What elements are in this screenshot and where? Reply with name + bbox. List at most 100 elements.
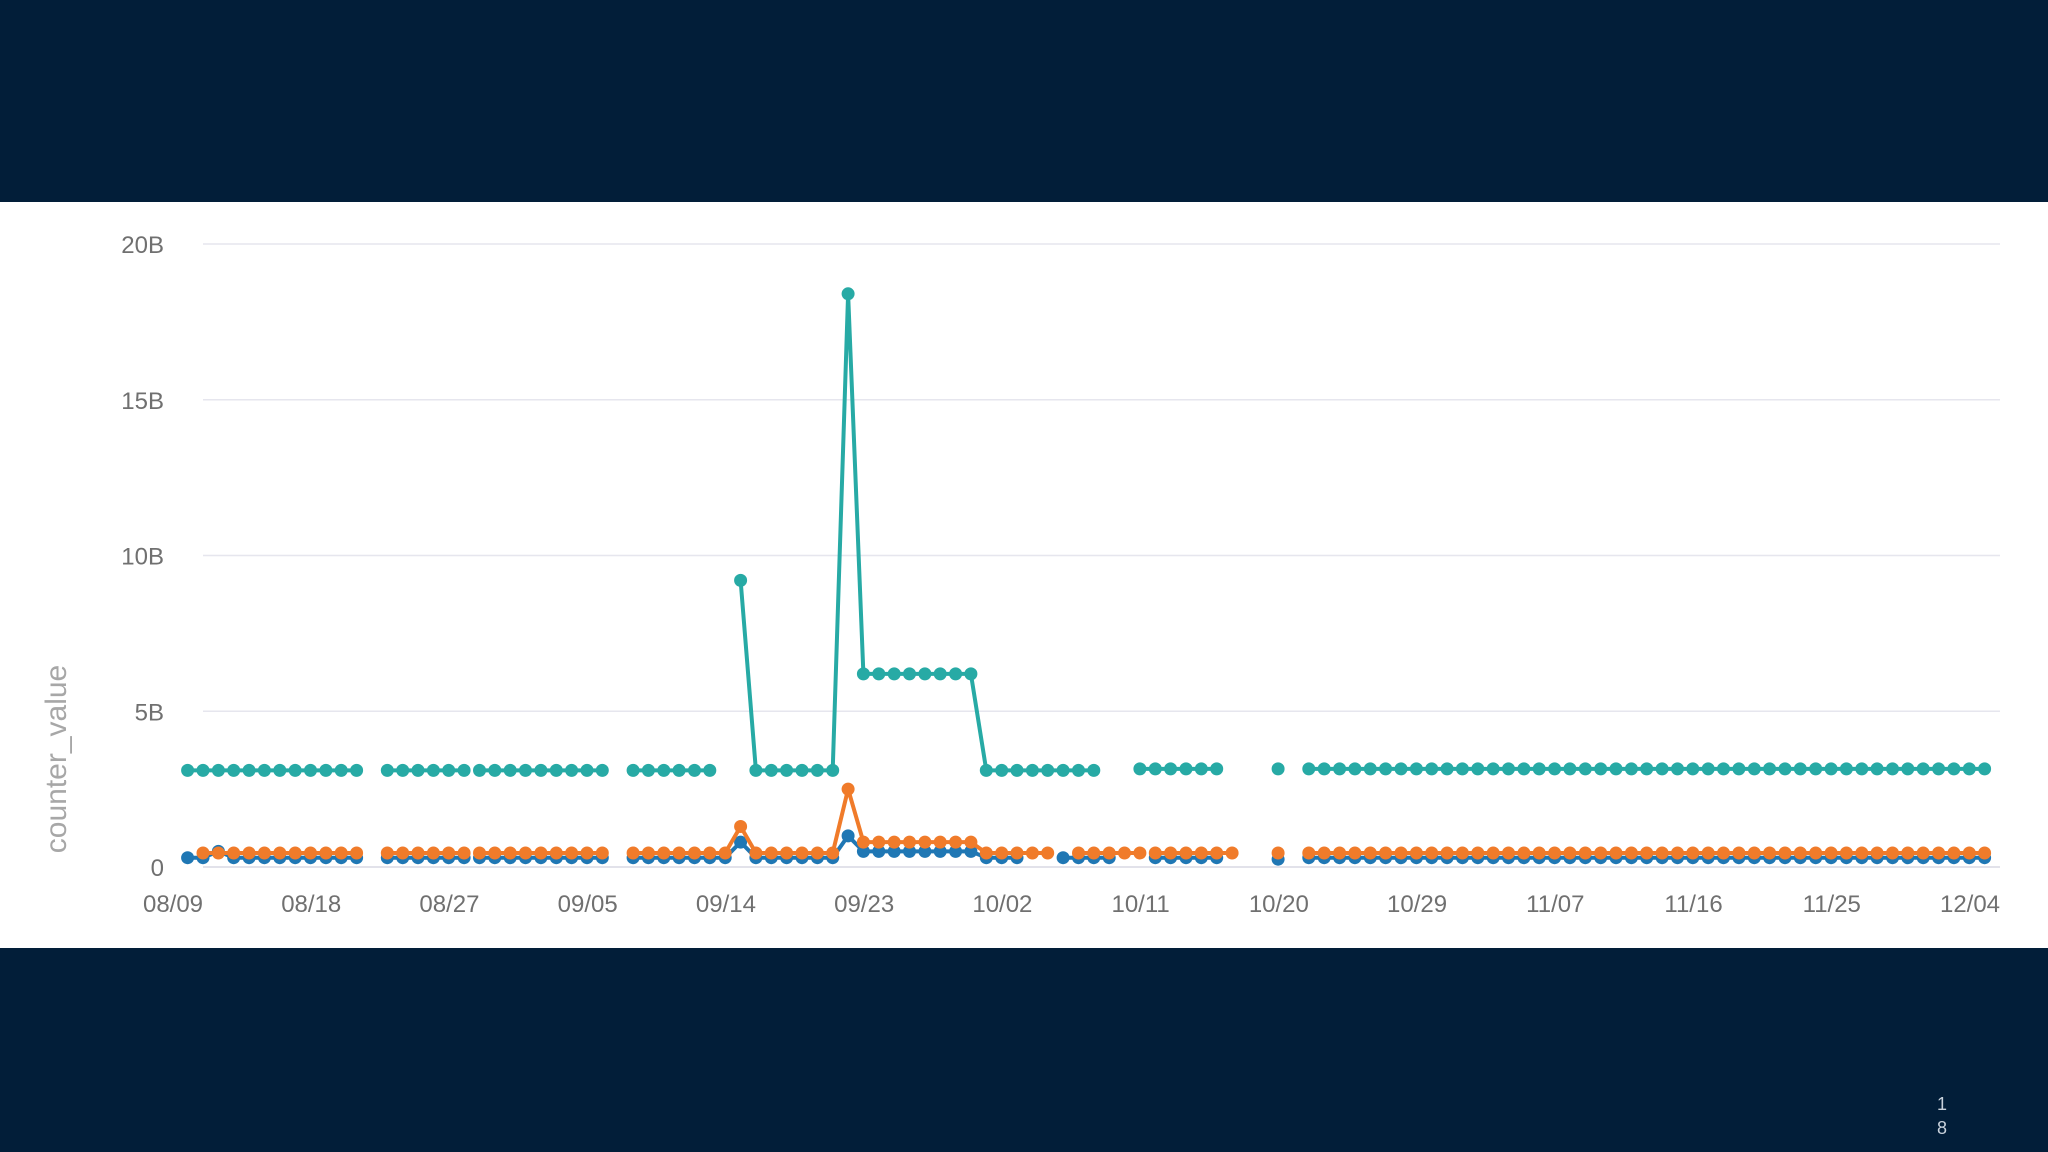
data-point [211,846,225,860]
x-tick-label: 10/20 [1249,891,1309,918]
data-point [903,667,916,681]
y-tick-label: 0 [151,855,164,882]
data-point [1425,846,1439,860]
data-point [1517,762,1531,776]
y-tick-label: 15B [121,388,164,415]
data-point [442,763,456,777]
data-point [1333,762,1347,776]
data-point [1548,846,1562,860]
data-point [1164,846,1178,860]
data-point [1978,846,1992,860]
data-point [1717,846,1730,860]
data-point [979,763,993,777]
data-point [1962,846,1976,860]
data-point [304,763,317,777]
data-point [595,846,609,860]
data-point [734,835,748,849]
data-point [1025,846,1039,860]
data-point [764,763,778,777]
data-point [979,846,993,860]
data-point [1148,846,1162,860]
data-point [257,763,271,777]
data-point [181,763,195,777]
data-point [1379,762,1393,776]
data-point [1855,846,1869,860]
data-point [918,844,932,858]
data-point [1809,846,1823,860]
data-point [964,835,978,849]
data-point [903,835,916,849]
data-point [1701,846,1715,860]
data-point [949,835,963,849]
data-point [565,763,579,777]
data-point [1870,762,1884,776]
counter-value-chart: 0 5B 10B 15B 20B 08/09 08/18 08/27 09/05 09/14 09… [40,232,2000,918]
data-point [503,846,517,860]
data-point [1394,846,1408,860]
data-point [1763,846,1777,860]
data-point [1916,846,1930,860]
data-point [549,763,563,777]
data-point [1348,846,1362,860]
data-point [657,763,671,777]
data-point [826,763,840,777]
data-point [1793,762,1807,776]
data-point [688,763,701,777]
data-point [1164,762,1178,776]
x-tick-label: 10/29 [1387,891,1447,918]
data-point [872,844,886,858]
data-point [1425,762,1439,776]
x-tick-label: 08/09 [143,891,203,918]
data-point [288,763,302,777]
data-point [1747,846,1761,860]
data-point [1671,846,1684,860]
data-point [810,763,824,777]
data-point [1686,762,1700,776]
data-point [1763,762,1777,776]
data-point [1302,846,1316,860]
y-axis-ticks: 0 5B 10B 15B 20B [121,232,164,882]
data-point [488,763,502,777]
data-point [396,763,410,777]
data-point [933,835,947,849]
data-point [1471,762,1485,776]
data-point [887,835,901,849]
data-point [795,763,809,777]
data-point [1778,762,1792,776]
data-point [319,763,333,777]
data-point [964,844,978,858]
x-tick-label: 09/23 [834,891,894,918]
data-point [1655,762,1669,776]
data-point [1901,846,1915,860]
data-point [810,846,824,860]
x-tick-label: 08/18 [281,891,341,918]
data-point [641,846,655,860]
data-point [1932,762,1946,776]
data-point [1302,762,1316,776]
data-point [1486,762,1500,776]
data-point [657,846,671,860]
data-point [1517,846,1531,860]
data-point [1102,846,1116,860]
data-point [549,846,563,860]
data-point [1056,851,1070,865]
data-point [1210,762,1224,776]
data-point [1010,763,1024,777]
data-point [442,846,456,860]
x-tick-label: 11/25 [1803,891,1861,918]
data-point [887,667,901,681]
data-point [1548,762,1562,776]
data-point [1486,846,1500,860]
data-point [918,835,932,849]
data-point [780,763,794,777]
data-point [1455,762,1469,776]
x-axis-ticks: 08/09 08/18 08/27 09/05 09/14 09/23 10/02 10/11… [143,891,2000,918]
data-point [1578,846,1592,860]
data-point [841,287,855,301]
data-point [949,844,963,858]
data-point [1609,762,1623,776]
data-point [1056,763,1070,777]
data-point [1440,846,1454,860]
data-point [1409,846,1423,860]
data-point [1640,846,1654,860]
